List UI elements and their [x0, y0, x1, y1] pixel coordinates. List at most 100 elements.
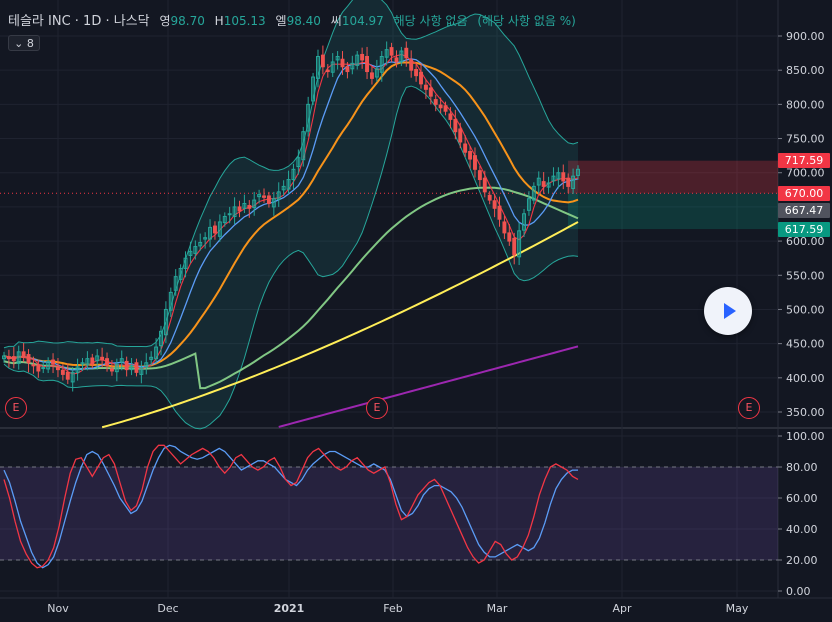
y-tick-label: 350.00 [786, 406, 825, 419]
y-tick-label: 100.00 [786, 430, 825, 443]
indicators-collapse-button[interactable]: ⌄ 8 [8, 35, 40, 51]
earnings-event-icon[interactable]: E [5, 397, 27, 419]
candle-body [541, 181, 546, 187]
bollinger-band-fill [4, 0, 578, 429]
ema-slow-line [3, 58, 579, 371]
candle-body [95, 355, 100, 362]
candle-body [463, 143, 468, 153]
candle-body [468, 151, 473, 160]
candle-body [100, 356, 105, 361]
y-tick-label: 850.00 [786, 64, 825, 77]
candle-body [75, 366, 80, 373]
stoch-k-line [3, 444, 578, 569]
stoch-band-fill [0, 467, 778, 560]
replay-play-button[interactable] [704, 287, 752, 335]
change-pct-na: (해당 사항 없음 %) [477, 14, 576, 28]
change-na: 해당 사항 없음 [393, 14, 468, 28]
candle-body [173, 276, 178, 291]
close-value: 104.97 [341, 14, 384, 28]
x-tick-label: Apr [612, 602, 632, 615]
candle-body [473, 155, 477, 170]
candle-body [576, 168, 580, 176]
y-tick-label: 800.00 [786, 98, 825, 111]
stoch-d-line [3, 444, 579, 569]
position-profit-zone [568, 160, 778, 194]
candle-body [281, 185, 286, 191]
candle-body [487, 194, 492, 201]
y-tick-label: 80.00 [786, 461, 818, 474]
ma-120-line [101, 221, 579, 429]
candle-body [149, 356, 154, 360]
candle-body [178, 267, 183, 280]
y-tick-label: 900.00 [786, 30, 825, 43]
candle-body [561, 172, 566, 182]
x-tick-label: Dec [157, 602, 178, 615]
candle-body [453, 118, 458, 133]
candle-body [365, 56, 370, 73]
candle-body [232, 206, 237, 217]
position-loss-zone [568, 193, 778, 230]
earnings-event-icon[interactable]: E [738, 397, 760, 419]
candle-body [80, 362, 85, 365]
candle-body [163, 308, 168, 336]
candle-body [340, 58, 345, 68]
candle-body [31, 364, 36, 367]
price-tag-upper: 717.59 [778, 153, 830, 168]
candle-body [286, 179, 291, 190]
candle-body [271, 198, 276, 208]
candle-body [193, 246, 198, 254]
candle-body [90, 357, 95, 365]
candle-body [492, 200, 497, 209]
candle-body [369, 72, 374, 79]
candle-body [335, 56, 340, 61]
candle-body [325, 69, 330, 73]
candle-body [70, 371, 75, 383]
candle-body [16, 351, 21, 364]
candle-body [428, 87, 433, 97]
candle-body [46, 360, 51, 370]
candle-body [11, 356, 16, 362]
candle-body [262, 195, 266, 198]
candle-body [56, 367, 60, 371]
open-label: 영 [159, 14, 171, 28]
candle-body [497, 205, 502, 220]
candle-body [212, 225, 217, 234]
candle-body [350, 62, 355, 70]
candle-body [217, 221, 222, 237]
candle-body [188, 250, 193, 256]
candle-body [522, 213, 526, 231]
candle-body [345, 66, 350, 73]
candle-body [507, 232, 512, 242]
candle-body [276, 191, 281, 200]
candle-body [183, 257, 188, 269]
candle-body [85, 358, 90, 366]
candle-body [21, 351, 26, 358]
candle-body [355, 54, 360, 66]
high-value: 105.13 [223, 14, 266, 28]
candle-body [257, 194, 262, 198]
ohlc-legend: 테슬라 INC · 1D · 나스닥 영98.70 H105.13 엘98.40… [8, 10, 576, 29]
candle-body [2, 355, 6, 360]
candle-body [389, 47, 394, 56]
candle-body [222, 215, 227, 224]
candle-body [65, 371, 70, 380]
candle-body [379, 56, 384, 73]
candle-body [237, 206, 242, 212]
candle-body [114, 363, 119, 373]
candle-body [330, 61, 335, 73]
y-tick-label: 700.00 [786, 167, 825, 180]
earnings-event-icon[interactable]: E [366, 397, 388, 419]
y-tick-label: 0.00 [786, 585, 811, 598]
candle-body [458, 128, 463, 143]
candle-body [129, 365, 134, 371]
candle-body [384, 49, 389, 58]
candle-body [134, 362, 139, 373]
candle-body [208, 226, 213, 240]
bollinger-lower [3, 85, 579, 430]
candle-body [247, 205, 252, 209]
price-tag-current: 670.00 [778, 186, 830, 201]
indicator-count: 8 [26, 37, 34, 50]
candle-body [227, 213, 232, 216]
ma-20-line [3, 61, 579, 368]
